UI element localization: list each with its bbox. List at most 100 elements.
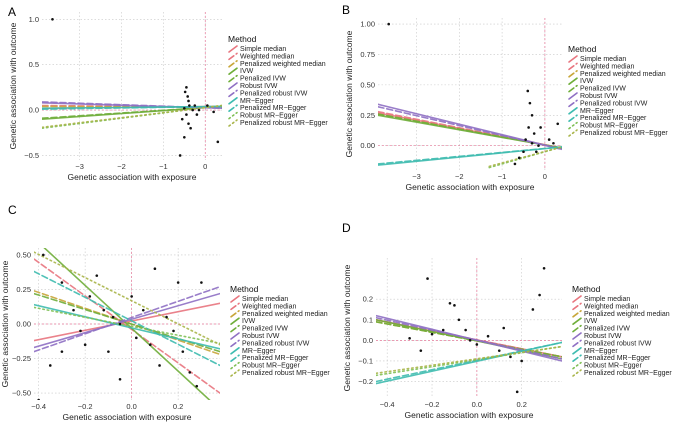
legend-key bbox=[230, 317, 240, 326]
data-point bbox=[206, 104, 209, 107]
legend-label: Robust IVW bbox=[242, 333, 280, 340]
data-point bbox=[520, 359, 523, 363]
data-point bbox=[535, 150, 538, 154]
legend-key bbox=[230, 309, 240, 318]
data-point bbox=[183, 90, 187, 94]
data-point bbox=[195, 113, 199, 116]
legend-label: Penalized IVW bbox=[580, 86, 626, 93]
legend-label: Robust MR−Egger bbox=[580, 123, 638, 130]
legend-label: Penalized robust MR−Egger bbox=[240, 120, 328, 127]
legend-key bbox=[228, 45, 238, 53]
y-tick-label: 0.2 bbox=[363, 295, 373, 304]
legend-item: Penalized weighted median bbox=[228, 59, 326, 68]
fit-line bbox=[42, 105, 222, 120]
panel-d: D−0.4 −0.2 0.0 0.2−0.2−0.10.00.10.2Genetic … bbox=[342, 221, 672, 420]
data-point bbox=[79, 329, 82, 333]
legend-item: Robust MR−Egger bbox=[572, 361, 642, 370]
legend-key bbox=[568, 70, 578, 78]
data-points bbox=[387, 22, 560, 166]
x-tick-label: −2 bbox=[455, 172, 464, 181]
legend-key bbox=[228, 67, 238, 75]
legend-item: Penalized robust MR−Egger bbox=[230, 369, 330, 377]
legend-label: Penalized robust IVW bbox=[580, 100, 648, 107]
data-point bbox=[165, 315, 168, 319]
data-point bbox=[200, 281, 203, 284]
legend-label: Robust IVW bbox=[580, 93, 618, 100]
data-point bbox=[95, 274, 99, 277]
x-tick-label: −3 bbox=[75, 162, 84, 171]
legend-label: Penalized weighted median bbox=[240, 61, 326, 68]
legend-key bbox=[228, 119, 238, 127]
data-point bbox=[531, 308, 535, 311]
legend-label: IVW bbox=[580, 78, 594, 85]
legend-item: Simple median bbox=[568, 55, 626, 63]
y-tick-label: −0.50 bbox=[12, 389, 31, 398]
x-tick-label: −2 bbox=[117, 162, 126, 171]
legend-item: IVW bbox=[230, 317, 256, 326]
data-point bbox=[530, 113, 534, 117]
legend-label: Penalized MR−Egger bbox=[580, 115, 647, 122]
data-point bbox=[453, 304, 456, 307]
fit-line bbox=[376, 341, 562, 383]
legend-key bbox=[568, 92, 578, 100]
legend-item: Robust MR−Egger bbox=[230, 361, 300, 370]
y-tick-label: 0.00 bbox=[360, 141, 375, 150]
legend-item: Penalized robust IVW bbox=[228, 89, 308, 97]
data-point bbox=[158, 364, 161, 367]
y-tick-label: 1.0 bbox=[29, 15, 39, 24]
data-point bbox=[135, 336, 138, 340]
legend-item: Penalized IVW bbox=[568, 84, 626, 93]
data-point bbox=[193, 104, 197, 107]
legend-key bbox=[568, 55, 578, 63]
data-point bbox=[118, 322, 122, 326]
data-point bbox=[195, 384, 199, 388]
data-point bbox=[441, 328, 445, 332]
y-tick-label: 0.25 bbox=[360, 111, 375, 120]
x-tick-label: −0.4 bbox=[31, 402, 46, 411]
y-axis-title: Genetic association with outcome bbox=[342, 264, 352, 391]
data-point bbox=[502, 326, 506, 330]
x-tick-label: 0 bbox=[543, 172, 547, 181]
legend-key bbox=[572, 309, 582, 318]
fit-line bbox=[42, 104, 222, 129]
x-axis-title: Genetic association with exposure bbox=[63, 412, 192, 422]
legend-key bbox=[230, 339, 240, 348]
x-tick-label: 0.0 bbox=[472, 400, 482, 409]
y-tick-label: 0.50 bbox=[360, 80, 375, 89]
legend-item: Robust IVW bbox=[572, 332, 622, 340]
panel-label: B bbox=[342, 3, 350, 17]
y-tick-label: 0.1 bbox=[363, 315, 373, 324]
legend-key bbox=[572, 317, 582, 326]
data-point bbox=[183, 136, 186, 139]
legend-label: Penalized robust IVW bbox=[240, 90, 308, 97]
data-point bbox=[448, 301, 452, 305]
data-point bbox=[430, 332, 434, 336]
legend-key bbox=[230, 369, 240, 377]
legend-label: IVW bbox=[240, 68, 254, 75]
y-tick-label: 0.0 bbox=[29, 106, 39, 115]
legend-key bbox=[228, 82, 238, 90]
legend-label: Weighted median bbox=[584, 303, 638, 310]
legend-label: Robust IVW bbox=[584, 333, 622, 340]
legend-key bbox=[568, 77, 578, 85]
data-point bbox=[187, 122, 190, 125]
legend-item: Simple median bbox=[230, 295, 288, 303]
legend-key bbox=[230, 354, 240, 363]
fit-line bbox=[43, 248, 211, 400]
fit-line bbox=[376, 345, 562, 375]
x-tick-label: −0.2 bbox=[425, 400, 440, 409]
y-tick-label: 0.0 bbox=[363, 336, 373, 345]
data-point bbox=[408, 336, 411, 340]
legend-key bbox=[568, 62, 578, 71]
data-point bbox=[542, 266, 546, 270]
legend-label: Simple median bbox=[580, 56, 626, 63]
legend-item: Robust IVW bbox=[230, 332, 280, 340]
x-tick-label: 0.2 bbox=[516, 400, 526, 409]
legend-item: Penalized robust IVW bbox=[230, 339, 310, 348]
fit-line bbox=[376, 345, 562, 377]
y-tick-label: 1.00 bbox=[360, 20, 375, 29]
legend-label: Penalized IVW bbox=[584, 326, 630, 333]
legend-key bbox=[230, 361, 240, 370]
legend-label: Penalized robust MR−Egger bbox=[584, 370, 672, 377]
legend-label: MR−Egger bbox=[240, 98, 274, 105]
